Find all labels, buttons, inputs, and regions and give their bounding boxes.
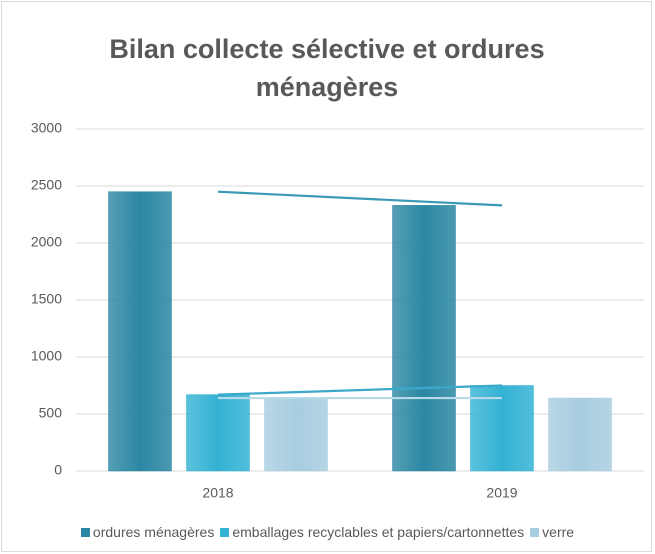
- legend: ordures ménagères emballages recyclables …: [0, 524, 655, 540]
- legend-item: verre: [530, 524, 574, 540]
- y-tick-label: 1000: [31, 348, 62, 364]
- chart-title: Bilan collecte sélective et ordures ména…: [109, 34, 545, 102]
- y-tick-label: 1500: [31, 291, 62, 307]
- x-tick-label: 2018: [202, 485, 233, 501]
- legend-label: emballages recyclables et papiers/carton…: [232, 524, 525, 540]
- bar: [470, 385, 534, 472]
- bar: [392, 205, 456, 472]
- y-tick-label: 2000: [31, 234, 62, 250]
- trend-line: [217, 190, 503, 207]
- x-tick-label: 2019: [486, 485, 517, 501]
- legend-swatch: [220, 527, 230, 537]
- legend-label: verre: [542, 524, 575, 540]
- legend-item: ordures ménagères: [80, 524, 215, 540]
- y-tick-label: 500: [39, 405, 63, 421]
- trend-line: [217, 384, 503, 396]
- legend-swatch: [530, 527, 540, 537]
- legend-item: emballages recyclables et papiers/carton…: [220, 524, 524, 540]
- y-tick-label: 2500: [31, 177, 62, 193]
- y-tick-label: 0: [54, 462, 62, 478]
- bar: [264, 397, 328, 472]
- y-tick-label: 3000: [31, 120, 62, 136]
- bar: [108, 191, 172, 472]
- bar: [186, 394, 250, 472]
- bar: [548, 397, 612, 472]
- legend-swatch: [80, 527, 90, 537]
- legend-label: ordures ménagères: [92, 524, 215, 540]
